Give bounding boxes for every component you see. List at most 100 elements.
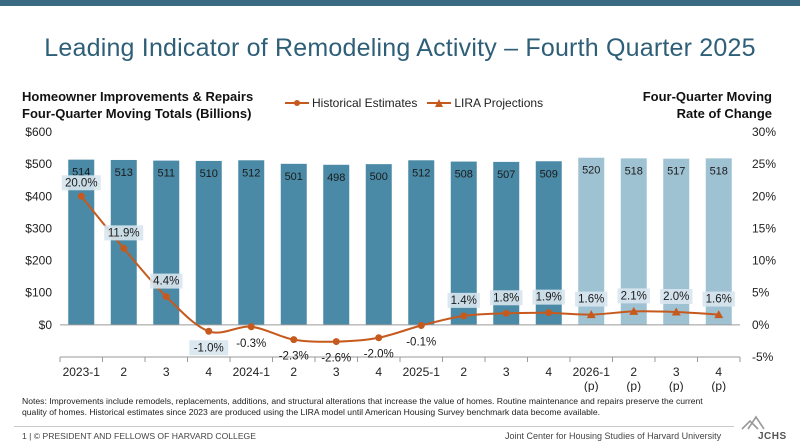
percent-data-label: 1.8%: [493, 292, 519, 304]
historical-point: [120, 244, 128, 252]
legend-projections-swatch-icon: [427, 99, 452, 107]
percent-label-box: [447, 292, 480, 308]
x-axis-category-sublabel: (p): [711, 379, 726, 392]
bar-value-label: 518: [625, 165, 643, 177]
historical-point: [460, 312, 468, 320]
x-axis-category-sublabel: (p): [669, 379, 684, 392]
x-axis-category-label: 4: [205, 365, 212, 379]
bar: [323, 164, 350, 325]
historical-estimates-line: [80, 195, 549, 343]
x-axis-category-sublabel: (p): [584, 379, 599, 392]
percent-label-box: [490, 290, 523, 306]
percent-data-label: -2.3%: [279, 351, 309, 363]
percent-label-box: [150, 273, 183, 289]
left-axis-tick-label: $600: [25, 125, 52, 139]
footer-copyright: 1 | © PRESIDENT AND FELLOWS OF HARVARD C…: [22, 431, 256, 441]
right-axis-tick-label: 15%: [752, 221, 776, 235]
jchs-logo-text: JCHS: [758, 431, 787, 442]
bar-value-label: 520: [582, 165, 600, 177]
legend-historical-swatch-icon: [285, 100, 309, 106]
percent-label-box: [532, 289, 565, 305]
historical-point: [205, 327, 213, 335]
left-axis-title-line-1: Homeowner Improvements & Repairs: [22, 89, 254, 104]
historical-point: [375, 334, 383, 342]
x-axis-category-label: 2025-1: [403, 365, 441, 379]
bar-value-label: 507: [497, 169, 515, 181]
percent-data-label: -0.3%: [236, 338, 266, 350]
percent-data-label: -2.6%: [321, 353, 351, 365]
bar-value-label: 508: [455, 169, 473, 181]
percent-data-label: 2.0%: [663, 291, 689, 303]
right-axis-tick-label: -5%: [752, 350, 774, 364]
bar-value-label: 509: [540, 168, 558, 180]
percent-data-label: -2.0%: [364, 349, 394, 361]
percent-data-label: 1.9%: [536, 292, 562, 304]
x-axis-category-label: 3: [163, 365, 170, 379]
right-axis-tick-label: 0%: [752, 318, 770, 332]
x-axis-category-label: 4: [545, 365, 552, 379]
percent-data-label: -1.0%: [194, 342, 224, 354]
projection-point: [586, 310, 596, 319]
percent-label-box: [660, 289, 693, 304]
percent-data-label: 1.6%: [706, 294, 732, 306]
x-axis-category-label: 4: [715, 365, 722, 379]
historical-point: [417, 322, 425, 329]
percent-label-box: [189, 340, 229, 356]
chart-notes: Notes: Improvements include remodels, re…: [22, 396, 703, 417]
bar: [153, 160, 180, 325]
percent-data-label: 1.6%: [578, 294, 604, 306]
left-axis-tick-label: $0: [39, 318, 53, 332]
bar: [365, 164, 392, 325]
left-axis-title: Homeowner Improvements & Repairs Four-Qu…: [22, 88, 253, 122]
bar-value-label: 510: [200, 168, 218, 180]
top-accent-bar: [0, 0, 800, 6]
bar-value-label: 498: [327, 172, 345, 184]
bar: [195, 160, 222, 325]
right-axis-title-line-1: Four-Quarter Moving: [642, 89, 772, 104]
legend-item-historical: Historical Estimates: [285, 96, 417, 110]
bar-value-label: 500: [370, 171, 388, 183]
historical-point: [502, 309, 510, 317]
left-axis-tick-label: $400: [25, 189, 52, 203]
footer-organization: Joint Center for Housing Studies of Harv…: [505, 431, 722, 441]
historical-point: [290, 336, 298, 344]
x-axis-category-label: 4: [375, 365, 382, 379]
x-axis-category-label: 2: [120, 365, 127, 379]
jchs-house-logo-icon: [741, 415, 765, 430]
left-axis-tick-label: $200: [25, 254, 52, 268]
left-axis-tick-label: $300: [25, 221, 52, 235]
percent-label-box: [702, 291, 735, 307]
page-title: Leading Indicator of Remodeling Activity…: [44, 34, 756, 62]
x-axis-category-label: 2023-1: [63, 365, 101, 379]
remodeling-chart: $600$500$400$300$200$100$030%25%20%15%10…: [25, 125, 776, 392]
historical-point: [332, 338, 340, 346]
percent-label-box: [575, 291, 608, 307]
bar-value-label: 501: [285, 171, 303, 183]
x-axis-category-label: 3: [673, 365, 680, 379]
percent-label-box: [617, 288, 650, 304]
bar-value-label: 511: [157, 168, 175, 180]
percent-label-box: [61, 175, 101, 191]
right-axis-tick-label: 10%: [752, 254, 776, 268]
bar-value-label: 513: [115, 167, 133, 179]
projection-point: [629, 306, 639, 315]
percent-label-box: [104, 225, 144, 241]
percent-data-label: 1.4%: [451, 295, 477, 307]
x-axis-category-label: 2: [630, 365, 637, 379]
bar: [408, 160, 435, 325]
bar-value-label: 518: [710, 165, 728, 177]
x-axis-category-label: 2: [290, 365, 297, 379]
x-axis-category-label: 2: [460, 365, 467, 379]
legend-projections-label: LIRA Projections: [454, 96, 544, 110]
percent-data-label: 20.0%: [65, 177, 98, 189]
x-axis-category-label: 2024-1: [233, 365, 271, 379]
x-axis-category-label: 3: [333, 365, 340, 379]
left-axis-title-line-2: Four-Quarter Moving Totals (Billions): [22, 106, 252, 121]
percent-data-label: 11.9%: [108, 227, 140, 239]
right-axis-tick-label: 20%: [752, 189, 776, 203]
left-axis-tick-label: $500: [25, 157, 52, 171]
right-axis-title-line-2: Rate of Change: [676, 106, 772, 121]
chart-legend: Historical Estimates LIRA Projections: [285, 96, 543, 110]
bar-value-label: 517: [667, 166, 685, 178]
historical-point: [247, 323, 255, 331]
